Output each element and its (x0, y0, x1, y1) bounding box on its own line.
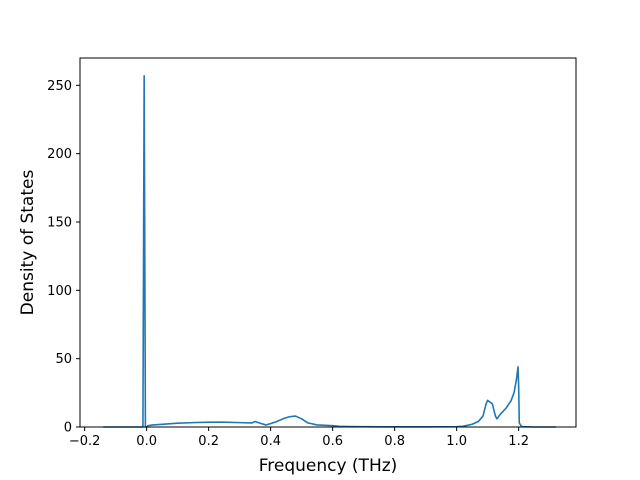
y-tick-label: 0 (64, 421, 72, 436)
y-tick-label: 50 (55, 352, 72, 367)
x-axis-label: Frequency (THz) (259, 456, 398, 476)
y-axis-ticks: 0 50 100 150 200 250 (47, 79, 80, 436)
x-tick-label: 0.2 (198, 434, 219, 449)
x-tick-label: 0.0 (136, 434, 157, 449)
y-tick-label: 100 (47, 284, 72, 299)
y-axis-label: Density of States (18, 170, 38, 316)
x-tick-label: 1.0 (446, 434, 467, 449)
y-tick-label: 200 (47, 147, 72, 162)
y-tick-label: 250 (47, 79, 72, 94)
x-tick-label: −0.2 (69, 434, 101, 449)
x-tick-label: 0.4 (260, 434, 281, 449)
x-tick-label: 0.8 (384, 434, 405, 449)
dos-series-line (103, 74, 556, 428)
plot-area (103, 74, 556, 428)
y-tick-label: 150 (47, 216, 72, 231)
axes-frame (79, 57, 577, 428)
x-tick-label: 1.2 (508, 434, 529, 449)
x-tick-label: 0.6 (322, 434, 343, 449)
x-axis-ticks: −0.2 0.0 0.2 0.4 0.6 0.8 1.0 1.2 (69, 427, 529, 449)
